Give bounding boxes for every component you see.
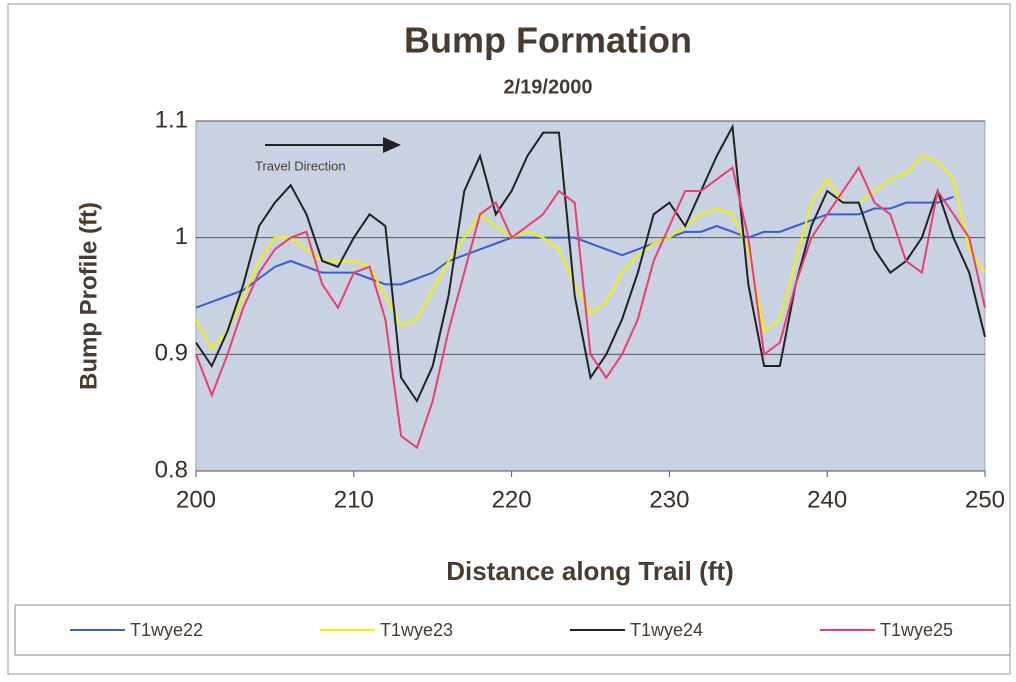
x-tick-label: 220 [492,486,532,513]
annotation-arrowhead [383,137,401,153]
x-tick-label: 200 [176,486,216,513]
legend-label: T1wye23 [380,620,453,640]
legend-label: T1wye24 [630,620,703,640]
y-tick-label: 1.1 [155,106,188,133]
y-axis-label: Bump Profile (ft) [75,202,102,390]
x-tick-label: 240 [807,486,847,513]
x-tick-label: 230 [649,486,689,513]
legend-label: T1wye25 [880,620,953,640]
y-tick-label: 1 [175,223,188,250]
x-tick-label: 250 [965,486,1005,513]
series-line [195,165,986,450]
x-axis-label: Distance along Trail (ft) [446,556,734,586]
plot-area [195,120,986,472]
y-tick-label: 0.8 [155,456,188,483]
annotation: Travel Direction [255,158,346,173]
chart-subtitle: 2/19/2000 [504,76,593,98]
x-tick-label: 210 [334,486,374,513]
y-tick-label: 0.9 [155,340,188,367]
chart-title: Bump Formation [404,20,692,61]
legend-label: T1wye22 [130,620,203,640]
series-line [195,123,986,404]
